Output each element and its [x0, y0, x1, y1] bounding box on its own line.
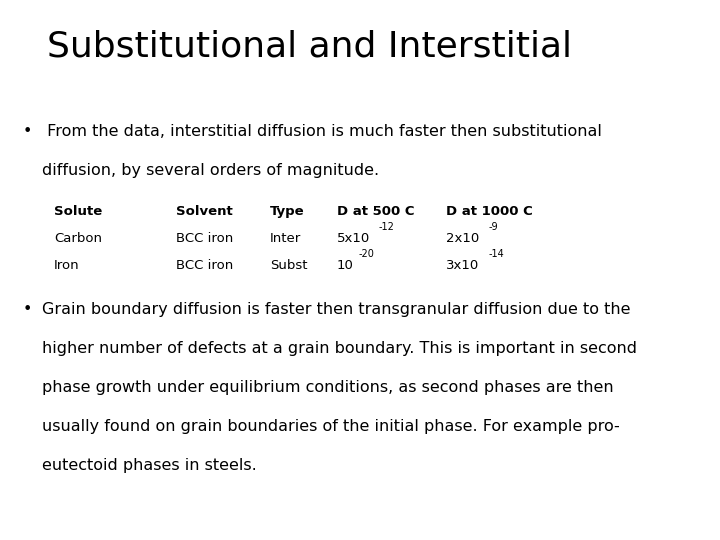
Text: Grain boundary diffusion is faster then transgranular diffusion due to the: Grain boundary diffusion is faster then … [42, 302, 630, 318]
Text: usually found on grain boundaries of the initial phase. For example pro-: usually found on grain boundaries of the… [42, 419, 619, 434]
Text: Type: Type [270, 205, 305, 218]
Text: 5x10: 5x10 [337, 232, 370, 245]
Text: D at 1000 C: D at 1000 C [446, 205, 533, 218]
Text: Solute: Solute [54, 205, 102, 218]
Text: higher number of defects at a grain boundary. This is important in second: higher number of defects at a grain boun… [42, 341, 636, 356]
Text: -14: -14 [488, 249, 504, 260]
Text: Solvent: Solvent [176, 205, 233, 218]
Text: diffusion, by several orders of magnitude.: diffusion, by several orders of magnitud… [42, 163, 379, 178]
Text: -20: -20 [359, 249, 374, 260]
Text: 2x10: 2x10 [446, 232, 480, 245]
Text: Carbon: Carbon [54, 232, 102, 245]
Text: Inter: Inter [270, 232, 301, 245]
Text: BCC iron: BCC iron [176, 232, 234, 245]
Text: phase growth under equilibrium conditions, as second phases are then: phase growth under equilibrium condition… [42, 380, 613, 395]
Text: -12: -12 [379, 222, 395, 233]
Text: 10: 10 [337, 259, 354, 272]
Text: eutectoid phases in steels.: eutectoid phases in steels. [42, 458, 256, 473]
Text: From the data, interstitial diffusion is much faster then substitutional: From the data, interstitial diffusion is… [42, 124, 602, 139]
Text: D at 500 C: D at 500 C [337, 205, 415, 218]
Text: •: • [23, 302, 32, 318]
Text: Subst: Subst [270, 259, 307, 272]
Text: -9: -9 [488, 222, 498, 233]
Text: Substitutional and Interstitial: Substitutional and Interstitial [47, 30, 572, 64]
Text: Iron: Iron [54, 259, 80, 272]
Text: •: • [23, 124, 32, 139]
Text: BCC iron: BCC iron [176, 259, 234, 272]
Text: 3x10: 3x10 [446, 259, 480, 272]
